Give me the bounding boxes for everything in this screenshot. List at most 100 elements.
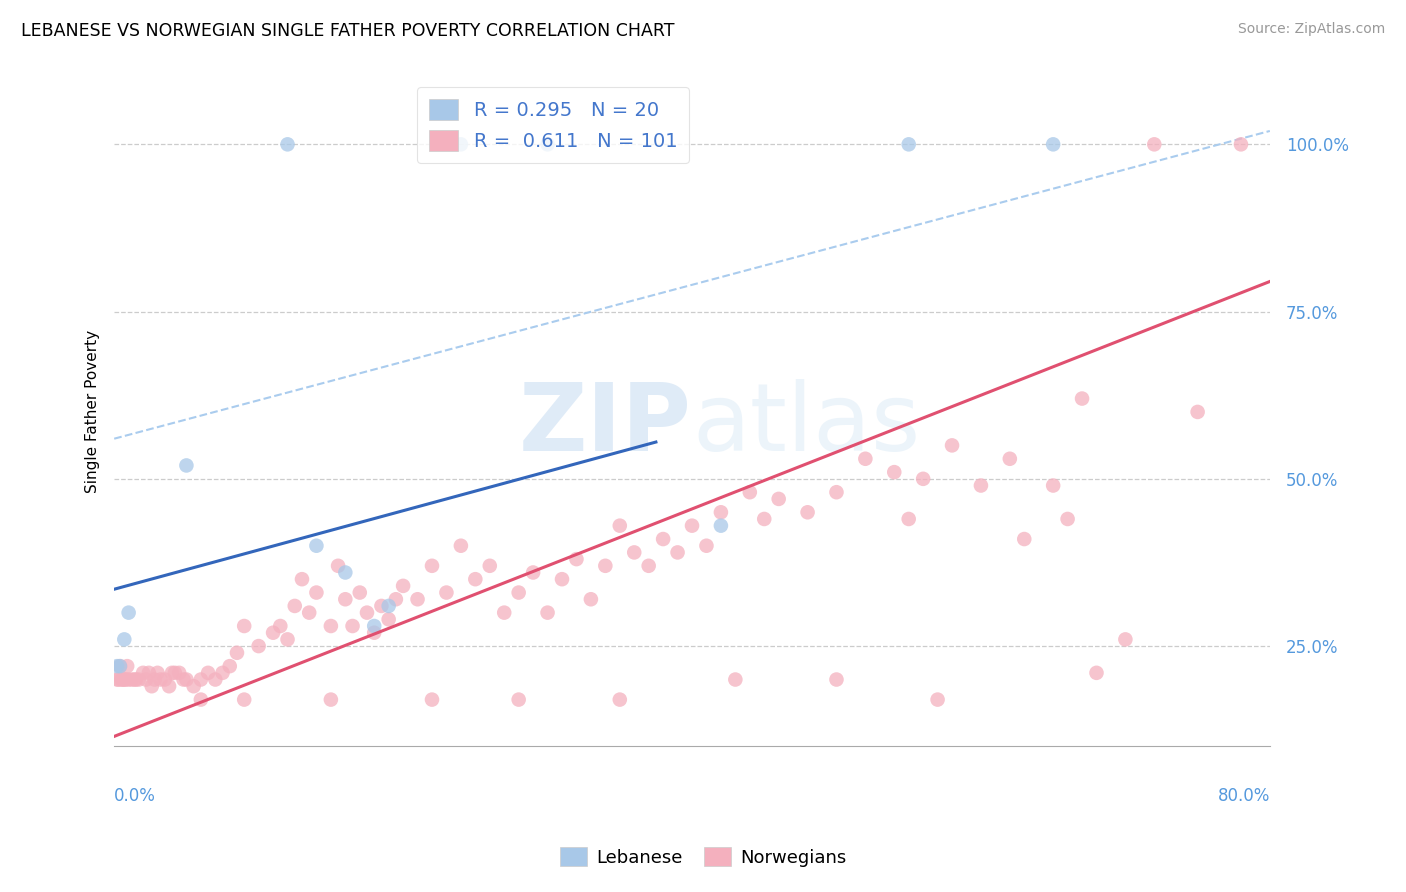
Point: [970, 478, 993, 492]
Point: [595, 558, 617, 573]
Text: 80.0%: 80.0%: [1218, 787, 1270, 805]
Point: [319, 619, 342, 633]
Point: [1056, 512, 1078, 526]
Point: [197, 665, 219, 680]
Point: [392, 579, 415, 593]
Point: [305, 585, 328, 599]
Point: [335, 566, 357, 580]
Point: [176, 673, 198, 687]
Point: [681, 518, 703, 533]
Point: [652, 532, 675, 546]
Point: [141, 679, 163, 693]
Point: [768, 491, 790, 506]
Point: [1085, 665, 1108, 680]
Point: [738, 485, 761, 500]
Point: [190, 673, 212, 687]
Point: [112, 673, 135, 687]
Point: [883, 465, 905, 479]
Point: [342, 619, 364, 633]
Text: atlas: atlas: [692, 379, 921, 471]
Point: [291, 572, 314, 586]
Point: [163, 665, 186, 680]
Point: [609, 692, 631, 706]
Point: [637, 558, 659, 573]
Point: [436, 585, 458, 599]
Point: [115, 659, 138, 673]
Point: [143, 673, 166, 687]
Point: [494, 606, 516, 620]
Point: [107, 673, 129, 687]
Point: [326, 558, 349, 573]
Point: [190, 692, 212, 706]
Point: [710, 518, 733, 533]
Point: [153, 673, 176, 687]
Point: [754, 512, 776, 526]
Point: [319, 692, 342, 706]
Point: [508, 692, 530, 706]
Point: [146, 665, 169, 680]
Point: [450, 539, 472, 553]
Point: [117, 673, 139, 687]
Point: [941, 438, 963, 452]
Point: [247, 639, 270, 653]
Point: [138, 665, 160, 680]
Point: [912, 472, 935, 486]
Point: [305, 539, 328, 553]
Point: [406, 592, 429, 607]
Point: [218, 659, 240, 673]
Point: [204, 673, 226, 687]
Point: [233, 692, 256, 706]
Point: [1143, 137, 1166, 152]
Point: [226, 646, 249, 660]
Point: [927, 692, 949, 706]
Point: [420, 692, 443, 706]
Point: [897, 137, 920, 152]
Point: [124, 673, 146, 687]
Point: [825, 485, 848, 500]
Point: [114, 673, 136, 687]
Point: [335, 592, 357, 607]
Point: [349, 585, 371, 599]
Point: [623, 545, 645, 559]
Point: [609, 518, 631, 533]
Point: [1042, 137, 1064, 152]
Point: [105, 659, 128, 673]
Point: [565, 552, 588, 566]
Point: [370, 599, 392, 613]
Point: [233, 619, 256, 633]
Point: [478, 558, 501, 573]
Point: [724, 673, 747, 687]
Text: 0.0%: 0.0%: [114, 787, 156, 805]
Point: [262, 625, 284, 640]
Point: [269, 619, 291, 633]
Point: [695, 539, 717, 553]
Point: [125, 673, 148, 687]
Point: [508, 585, 530, 599]
Point: [551, 572, 574, 586]
Point: [112, 632, 135, 647]
Point: [132, 665, 155, 680]
Text: Source: ZipAtlas.com: Source: ZipAtlas.com: [1237, 22, 1385, 37]
Point: [1230, 137, 1253, 152]
Point: [385, 592, 408, 607]
Point: [363, 625, 385, 640]
Point: [121, 673, 143, 687]
Point: [1187, 405, 1209, 419]
Legend: R = 0.295   N = 20, R =  0.611   N = 101: R = 0.295 N = 20, R = 0.611 N = 101: [418, 87, 689, 162]
Point: [176, 458, 198, 473]
Point: [1042, 478, 1064, 492]
Point: [998, 451, 1021, 466]
Point: [117, 606, 139, 620]
Legend: Lebanese, Norwegians: Lebanese, Norwegians: [553, 840, 853, 874]
Point: [157, 679, 180, 693]
Point: [356, 606, 378, 620]
Point: [211, 665, 233, 680]
Point: [108, 659, 131, 673]
Text: LEBANESE VS NORWEGIAN SINGLE FATHER POVERTY CORRELATION CHART: LEBANESE VS NORWEGIAN SINGLE FATHER POVE…: [21, 22, 675, 40]
Point: [110, 673, 132, 687]
Point: [853, 451, 876, 466]
Point: [1071, 392, 1094, 406]
Point: [105, 673, 128, 687]
Point: [149, 673, 172, 687]
Point: [108, 659, 131, 673]
